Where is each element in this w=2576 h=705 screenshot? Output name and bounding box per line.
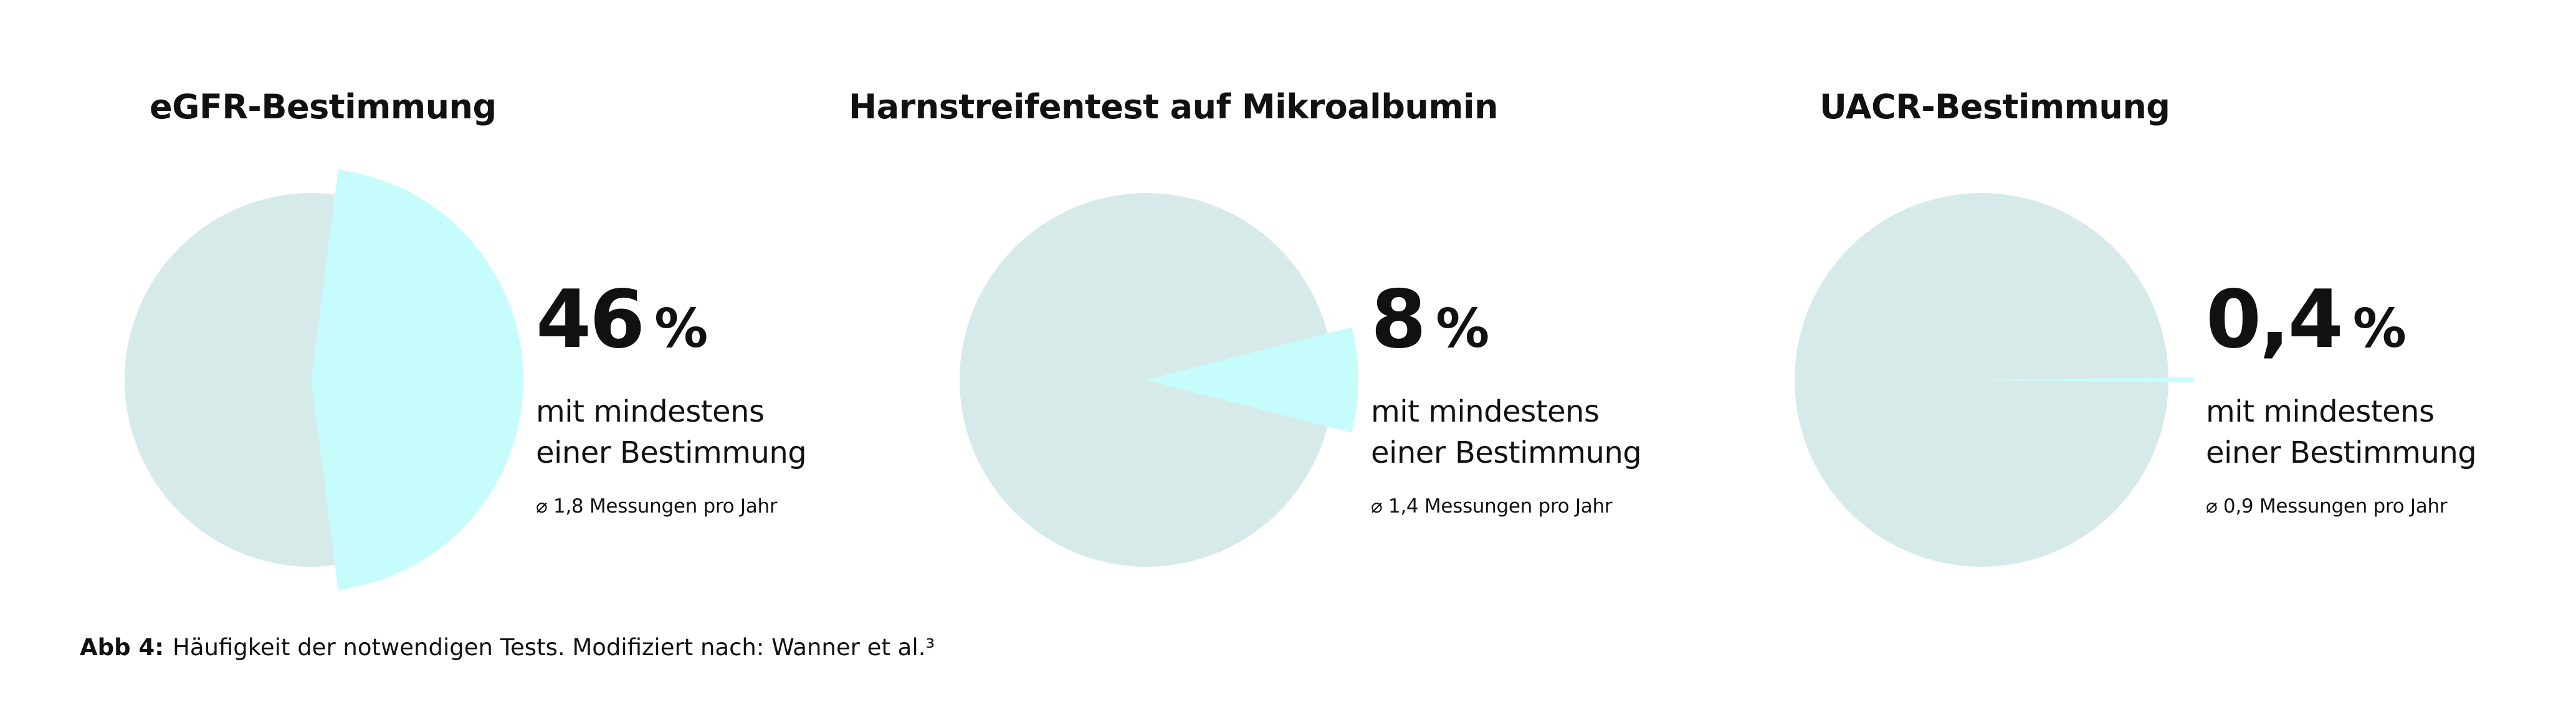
stat-note: ⌀ 0,9 Messungen pro Jahr bbox=[2206, 495, 2448, 518]
pie-chart bbox=[124, 169, 524, 590]
caption-label: Abb 4: bbox=[80, 634, 165, 661]
pie-slice-remainder bbox=[1795, 192, 2168, 567]
figure-caption: Abb 4: Häufigkeit der notwendigen Tests. … bbox=[80, 634, 935, 661]
stat-value: 46% bbox=[536, 280, 708, 361]
pie-slice-remainder bbox=[959, 192, 1328, 567]
pie-slice-highlight bbox=[1982, 377, 2193, 383]
stat-unit: % bbox=[2352, 298, 2407, 360]
chart-panel-egfr: eGFR-Bestimmung 46% mit mindestens einer… bbox=[62, 0, 897, 610]
stat-description: mit mindestens einer Bestimmung bbox=[536, 394, 807, 470]
stat-description: mit mindestens einer Bestimmung bbox=[1371, 394, 1642, 470]
pie-slice-highlight bbox=[312, 169, 524, 590]
stat-note: ⌀ 1,4 Messungen pro Jahr bbox=[1371, 495, 1613, 518]
stat-unit: % bbox=[1436, 298, 1490, 360]
pie-slice-highlight bbox=[1147, 327, 1359, 433]
chart-panel-mikroalbumin: Harnstreifentest auf Mikroalbumin 8% mit… bbox=[849, 0, 1732, 610]
stat-value: 8% bbox=[1371, 280, 1490, 361]
chart-title: UACR-Bestimmung bbox=[1820, 87, 2170, 126]
stat-note: ⌀ 1,8 Messungen pro Jahr bbox=[536, 495, 778, 518]
chart-title: eGFR-Bestimmung bbox=[150, 87, 497, 126]
stat-unit: % bbox=[654, 298, 708, 360]
chart-panel-uacr: UACR-Bestimmung 0,4% mit mindestens eine… bbox=[1732, 0, 2567, 610]
stat-description: mit mindestens einer Bestimmung bbox=[2206, 394, 2477, 470]
caption-text: Häufigkeit der notwendigen Tests. Modifi… bbox=[173, 634, 935, 661]
chart-title: Harnstreifentest auf Mikroalbumin bbox=[849, 87, 1499, 126]
pie-slice-remainder bbox=[124, 193, 335, 567]
stat-number: 0,4 bbox=[2206, 273, 2344, 366]
stat-number: 8 bbox=[1371, 273, 1426, 366]
stat-value: 0,4% bbox=[2206, 280, 2407, 361]
stat-number: 46 bbox=[536, 273, 645, 366]
pie-chart bbox=[959, 192, 1359, 567]
pie-chart bbox=[1795, 192, 2193, 567]
